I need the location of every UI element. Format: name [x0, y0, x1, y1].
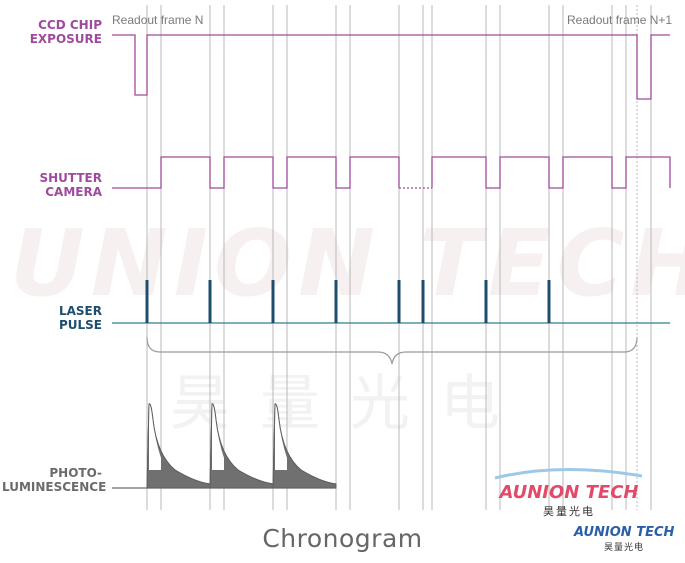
- aunion-logo-large: AUNION TECH 昊量光电: [494, 482, 644, 519]
- laser-label: LASER PULSE: [20, 304, 102, 332]
- aunion-logo-small: AUNION TECH 昊量光电: [574, 525, 674, 553]
- watermark-text: UNION TECH: [10, 210, 685, 317]
- guide-lines: [146, 5, 652, 510]
- pl-decay-outline: [146, 403, 337, 489]
- logo-swoosh: [494, 467, 643, 480]
- laser-label-line2: PULSE: [58, 318, 102, 332]
- photo-label-line1: PHOTO-: [49, 466, 102, 480]
- logo-large-en: AUNION TECH: [499, 482, 639, 503]
- laser-label-line1: LASER: [58, 304, 102, 318]
- laser-pulses: [145, 280, 551, 323]
- shutter-waveform: [112, 156, 400, 189]
- logo-large-cn: 昊量光电: [543, 505, 595, 518]
- shutter-waveform-2: [431, 156, 671, 189]
- shutter-label: SHUTTER CAMERA: [20, 171, 102, 199]
- ccd-label-line2: EXPOSURE: [29, 32, 102, 46]
- photoluminescence-label: PHOTO- LUMINESCENCE: [2, 466, 107, 494]
- readout-frame-n1: Readout frame N+1: [567, 13, 673, 27]
- pl-decay-mask: [149, 403, 287, 470]
- ccd-exposure-waveform: [112, 34, 670, 100]
- diagram-title: Chronogram: [262, 524, 423, 553]
- curly-brace: [146, 336, 638, 365]
- ccd-label-line1: CCD CHIP: [38, 18, 102, 32]
- logo-small-en: AUNION TECH: [574, 525, 675, 540]
- shutter-label-line2: CAMERA: [45, 185, 102, 199]
- readout-frame-n: Readout frame N: [112, 13, 204, 27]
- pl-decays: [146, 403, 337, 489]
- watermark-cn-text: 昊量光电: [170, 369, 530, 439]
- shutter-label-line1: SHUTTER: [39, 171, 102, 185]
- photo-label-line2: LUMINESCENCE: [2, 480, 107, 494]
- logo-small-cn: 昊量光电: [603, 543, 644, 553]
- ccd-label: CCD CHIP EXPOSURE: [20, 18, 102, 46]
